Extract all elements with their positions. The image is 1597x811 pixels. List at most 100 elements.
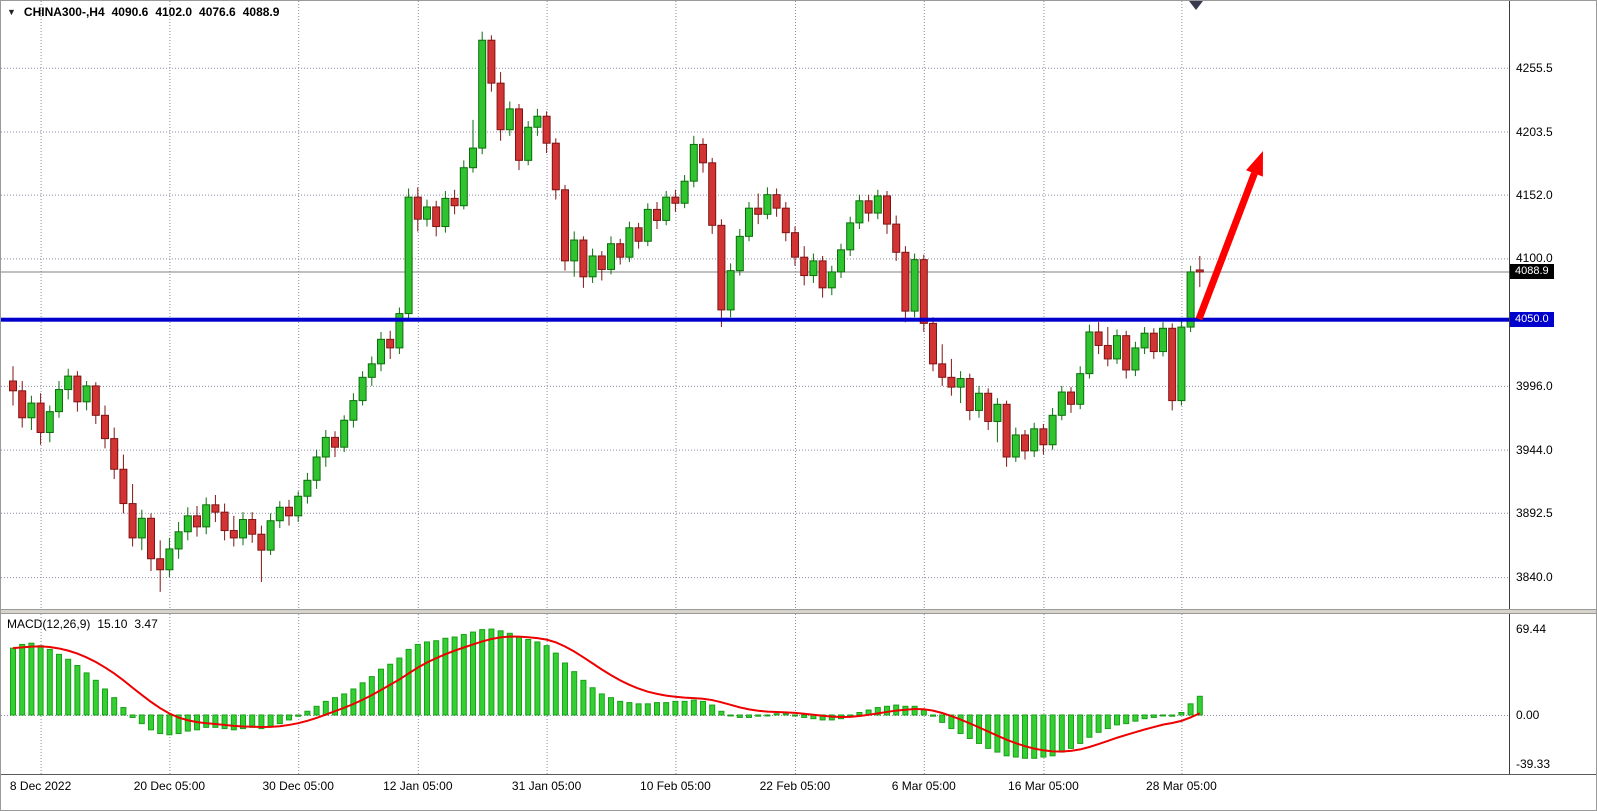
candle-bullish (745, 207, 753, 237)
candle-bullish (505, 108, 514, 131)
symbol-period-label: CHINA300-,H4 (23, 5, 105, 19)
candle-bullish (312, 456, 321, 481)
macd-histogram-bar (957, 714, 964, 735)
candle-bullish (735, 235, 744, 272)
candle-bearish (901, 251, 910, 312)
candle-bearish (211, 504, 220, 513)
candle-bearish (883, 195, 891, 225)
macd-histogram-bar (1077, 714, 1084, 744)
candle-bearish (496, 82, 505, 131)
macd-histogram-bar (221, 714, 228, 730)
candle-bearish (542, 115, 551, 144)
candle-bullish (174, 531, 183, 550)
macd-histogram-bar (10, 647, 16, 716)
macd-histogram-bar (562, 662, 568, 716)
macd-histogram-bar (589, 687, 596, 716)
time-axis-label: 6 Mar 05:00 (891, 779, 956, 793)
candle-bearish (1067, 391, 1075, 405)
trend-arrow-head[interactable] (1246, 151, 1263, 177)
candle-bullish (459, 167, 468, 207)
candle-bullish (1113, 335, 1121, 360)
macd-histogram-bar (534, 641, 541, 716)
macd-histogram-bar (184, 714, 191, 732)
macd-histogram-bar (1049, 714, 1056, 757)
macd-histogram-bar (884, 705, 890, 716)
macd-histogram-bar (690, 699, 697, 716)
horizontal-support-line[interactable] (1, 317, 1509, 322)
price-axis[interactable]: 4255.5 4203.5 4152.0 4100.0 3996.0 3944.0 3892… (1509, 1, 1596, 609)
candle-bullish (1076, 373, 1085, 405)
candle-bullish (404, 196, 413, 315)
main-price-chart[interactable] (1, 1, 1509, 609)
macd-histogram-bar (1086, 714, 1093, 738)
candle-bearish (193, 515, 201, 528)
candle-bearish (965, 378, 974, 411)
macd-histogram-bar (1196, 695, 1203, 716)
macd-histogram-bar (727, 714, 734, 717)
candle-bullish (1140, 332, 1149, 349)
macd-histogram-bar (543, 645, 550, 716)
time-axis[interactable]: 8 Dec 2022 20 Dec 05:00 30 Dec 05:00 12 Jan… (1, 774, 1596, 810)
candle-bearish (984, 392, 993, 422)
macd-histogram-bar (138, 714, 145, 725)
macd-histogram-bar (672, 700, 679, 716)
macd-histogram-bar (920, 709, 927, 716)
macd-histogram-bar (1040, 714, 1047, 758)
candle-bearish (791, 232, 799, 258)
macd-histogram-bar (424, 641, 430, 716)
candle-bearish (671, 196, 680, 204)
candle-bullish (1057, 391, 1066, 416)
candle-bearish (73, 375, 82, 403)
candle-bullish (340, 419, 349, 448)
candle-bearish (938, 363, 947, 378)
candle-bearish (929, 322, 937, 365)
candle-bearish (432, 206, 441, 228)
candle-bearish (1021, 434, 1029, 452)
candle-bearish (110, 438, 119, 470)
macd-histogram-bar (295, 714, 302, 717)
candle-bullish (64, 375, 73, 391)
macd-histogram-bar (608, 697, 614, 716)
candle-bearish (551, 142, 560, 191)
macd-axis-label: 0.00 (1516, 707, 1540, 722)
candle-bearish (864, 200, 873, 214)
price-axis-label: 4203.5 (1516, 124, 1553, 139)
macd-histogram-bar (46, 648, 53, 716)
candle-bullish (137, 517, 146, 539)
chart-collapse-icon[interactable]: ▼ (7, 7, 16, 17)
macd-panel-row: MACD(12,26,9) 15.10 3.47 69.44 0.00 -39.33 (1, 614, 1596, 774)
candle-bearish (413, 196, 422, 220)
macd-histogram-bar (405, 648, 412, 716)
main-chart-plot[interactable]: ▼ CHINA300-,H4 4090.6 4102.0 4076.6 4088… (1, 1, 1509, 609)
panel-separator[interactable] (1, 609, 1596, 614)
candle-bearish (147, 517, 155, 560)
macd-histogram-bar (313, 705, 320, 716)
macd-histogram-bar (1068, 714, 1074, 749)
macd-histogram-bar (966, 714, 973, 739)
candle-bullish (662, 196, 671, 221)
macd-histogram-bar (37, 645, 44, 716)
macd-axis-label: 69.44 (1516, 622, 1547, 637)
macd-histogram-bar (396, 657, 403, 716)
macd-histogram-bar (801, 714, 808, 718)
candle-bearish (717, 224, 726, 311)
macd-axis[interactable]: 69.44 0.00 -39.33 (1509, 614, 1596, 774)
trend-arrow-shaft[interactable] (1195, 172, 1258, 321)
candle-bearish (18, 390, 27, 419)
candle-bearish (1122, 335, 1131, 371)
macd-histogram-bar (580, 679, 587, 716)
candle-bearish (579, 239, 588, 278)
macd-name: MACD(12,26,9) (7, 617, 91, 631)
candle-bullish (726, 270, 735, 311)
macd-histogram-bar (442, 637, 449, 716)
candle-bullish (367, 363, 376, 378)
macd-plot[interactable]: MACD(12,26,9) 15.10 3.47 (1, 614, 1509, 774)
price-axis-label: 3892.5 (1516, 505, 1553, 520)
macd-histogram-bar (525, 638, 532, 716)
macd-histogram-bar (19, 643, 26, 716)
macd-histogram-bar (856, 711, 863, 716)
macd-histogram-bar (994, 714, 1001, 753)
macd-indicator-chart[interactable] (1, 614, 1509, 774)
macd-histogram-bar (1150, 714, 1157, 718)
macd-histogram-bar (874, 707, 881, 716)
